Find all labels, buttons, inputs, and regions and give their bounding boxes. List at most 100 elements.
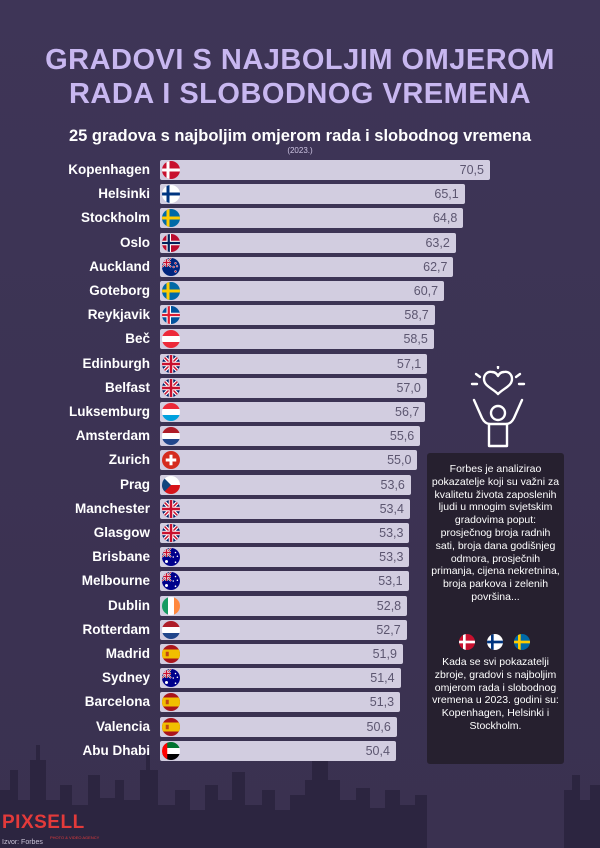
bar: [160, 668, 401, 689]
bar: [160, 595, 408, 616]
value-label: 50,6: [366, 719, 391, 734]
bar: [160, 377, 427, 398]
value-label: 58,5: [403, 332, 428, 347]
title-line-1: GRADOVI S NAJBOLJIM OMJEROM: [45, 44, 555, 76]
category-label: Abu Dhabi: [82, 742, 151, 758]
chart-subtitle: 25 gradova s najboljim omjerom rada i sl…: [68, 127, 532, 145]
category-label: Stockholm: [80, 210, 150, 226]
chart-year: (2023.): [287, 146, 313, 155]
flag-nl-icon: [162, 620, 180, 639]
category-label: Belfast: [104, 379, 150, 395]
flag-dk-icon: [459, 634, 475, 650]
flag-dk-icon: [162, 161, 180, 179]
heart-person-icon: [470, 366, 526, 448]
category-label: Valencia: [95, 718, 150, 734]
flag-lu-icon: [162, 403, 180, 421]
category-label: Melbourne: [81, 573, 150, 589]
city-skyline: [0, 745, 600, 848]
category-label: Dublin: [108, 597, 150, 613]
category-label: Edinburgh: [82, 355, 151, 371]
value-label: 60,7: [413, 284, 439, 298]
flag-fi-icon: [487, 634, 503, 650]
value-label: 53,6: [380, 477, 405, 492]
value-label: 57,1: [396, 356, 422, 371]
category-label: Helsinki: [98, 186, 150, 202]
category-label: Manchester: [74, 500, 150, 516]
pixsell-logo: PIXSELL: [2, 812, 85, 833]
bar: [160, 305, 435, 326]
bar: [160, 402, 426, 422]
flag-se-icon: [514, 634, 530, 650]
value-label: 51,3: [369, 695, 395, 710]
flag-ae-icon: [162, 741, 180, 760]
bar: [160, 692, 401, 713]
value-label: 65,1: [434, 187, 459, 202]
flag-au-icon: [162, 548, 180, 567]
category-label: Rotterdam: [82, 621, 150, 637]
category-label: Goteborg: [89, 283, 150, 298]
bar: [160, 740, 396, 761]
value-label: 53,1: [378, 574, 403, 589]
info-box: [427, 453, 564, 764]
bar: [160, 184, 465, 205]
value-label: 52,7: [376, 622, 401, 637]
info-text-2: Kada se svi pokazatelji zbroje, gradovi …: [432, 656, 559, 732]
bar: [160, 474, 411, 495]
flag-gb-icon: [162, 354, 180, 373]
bar: [160, 160, 490, 180]
bar: [160, 547, 410, 568]
value-label: 53,4: [379, 501, 404, 516]
flag-nz-icon: [162, 257, 180, 276]
category-label: Madrid: [105, 646, 150, 661]
bar: [160, 281, 445, 301]
flag-gb-icon: [162, 524, 180, 542]
flag-se-icon: [162, 209, 180, 228]
bar: [160, 208, 464, 229]
bar: [160, 256, 454, 277]
category-label: Kopenhagen: [68, 162, 150, 177]
flag-gb-icon: [162, 499, 180, 518]
flag-es-icon: [162, 717, 180, 736]
flag-at-icon: [162, 330, 180, 349]
value-label: 64,8: [432, 211, 458, 226]
category-label: Reykjavik: [87, 307, 150, 323]
category-label: Brisbane: [92, 549, 150, 565]
bar: [160, 523, 410, 543]
category-label: Auckland: [89, 258, 150, 274]
value-label: 51,9: [372, 647, 397, 661]
value-label: 58,7: [404, 308, 429, 323]
value-label: 53,3: [379, 550, 404, 565]
category-label: Amsterdam: [75, 428, 150, 444]
bar: [160, 353, 428, 374]
category-label: Luksemburg: [68, 404, 150, 419]
info-text-1: Forbes je analizirao pokazatelje koji su…: [431, 463, 560, 603]
bar: [160, 450, 418, 471]
bar: [160, 329, 434, 350]
flag-no-icon: [162, 233, 180, 252]
category-label: Zurich: [108, 452, 150, 468]
value-label: 62,7: [423, 259, 448, 274]
pixsell-logo-sub: PHOTO & VIDEO AGENCY: [50, 835, 100, 840]
value-label: 70,5: [459, 163, 484, 177]
category-label: Prag: [119, 476, 150, 492]
flag-nl-icon: [162, 427, 180, 446]
value-label: 56,7: [395, 405, 420, 419]
flag-is-icon: [162, 306, 180, 325]
flag-se-icon: [162, 282, 180, 300]
bar: [160, 571, 409, 592]
value-label: 55,6: [389, 429, 415, 444]
flag-ch-icon: [162, 451, 180, 470]
bar: [160, 426, 421, 447]
value-label: 55,0: [387, 453, 412, 468]
value-label: 57,0: [396, 380, 421, 395]
flag-cz-icon: [162, 475, 180, 494]
bar: [160, 619, 407, 640]
bar: [160, 498, 410, 519]
category-label: Oslo: [119, 234, 150, 250]
value-label: 63,2: [425, 235, 450, 250]
bar: [160, 716, 397, 737]
category-label: Glasgow: [93, 525, 150, 540]
title-line-2: RADA I SLOBODNOG VREMENA: [68, 78, 532, 110]
flag-au-icon: [162, 669, 180, 688]
value-label: 50,4: [365, 743, 390, 758]
